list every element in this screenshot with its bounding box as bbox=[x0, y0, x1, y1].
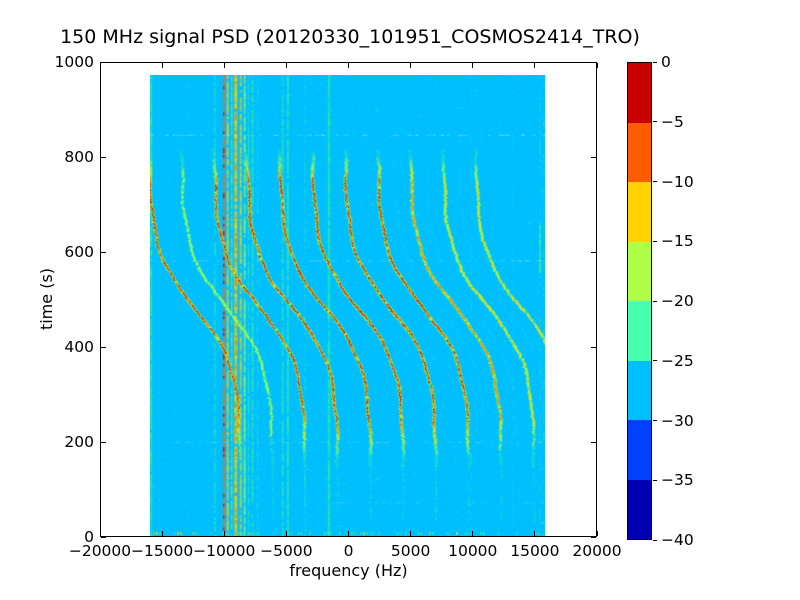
x-tick-label: 5000 bbox=[390, 542, 431, 560]
y-tick-mark-right bbox=[591, 441, 596, 443]
y-tick-mark-right bbox=[591, 536, 596, 538]
colorbar-tick-mark bbox=[653, 61, 657, 63]
colorbar-tick-mark bbox=[653, 360, 657, 362]
y-tick-mark-left bbox=[101, 441, 106, 443]
x-tick-mark-bottom bbox=[99, 531, 101, 536]
colorbar-segment bbox=[628, 122, 651, 182]
x-tick-mark-bottom bbox=[285, 531, 287, 536]
x-tick-label: −20000 bbox=[68, 542, 132, 560]
colorbar-segment bbox=[628, 479, 651, 539]
x-tick-mark-bottom bbox=[596, 531, 598, 536]
x-tick-label: 0 bbox=[343, 542, 354, 560]
x-tick-label: 20000 bbox=[572, 542, 622, 560]
colorbar-tick-label: −40 bbox=[661, 531, 694, 549]
figure-title: 150 MHz signal PSD (20120330_101951_COSM… bbox=[60, 26, 640, 48]
x-tick-mark-top bbox=[348, 63, 349, 68]
y-tick-label: 200 bbox=[64, 433, 94, 451]
colorbar-tick-mark bbox=[653, 181, 657, 182]
x-tick-label: −10000 bbox=[193, 542, 256, 560]
y-tick-label: 400 bbox=[64, 338, 94, 356]
y-tick-label: 1000 bbox=[54, 53, 94, 71]
y-tick-mark-left bbox=[101, 251, 106, 253]
x-tick-mark-top bbox=[596, 63, 598, 68]
colorbar bbox=[627, 62, 652, 540]
y-tick-mark-left bbox=[101, 346, 106, 348]
x-tick-mark-top bbox=[223, 63, 225, 68]
y-tick-label: 800 bbox=[64, 148, 94, 166]
x-tick-label: 10000 bbox=[448, 542, 498, 560]
y-tick-label: 0 bbox=[84, 528, 94, 546]
colorbar-segment bbox=[628, 241, 651, 301]
colorbar-tick-label: −30 bbox=[661, 411, 694, 430]
colorbar-segment bbox=[628, 63, 651, 123]
x-tick-mark-top bbox=[99, 63, 101, 68]
y-tick-mark-left bbox=[101, 156, 106, 158]
x-tick-label: 15000 bbox=[510, 542, 560, 560]
spectrogram-canvas bbox=[150, 75, 545, 536]
y-tick-mark-right bbox=[591, 156, 596, 158]
colorbar-tick-mark bbox=[653, 539, 657, 541]
colorbar-tick-label: 0 bbox=[661, 53, 671, 71]
y-tick-label: 600 bbox=[64, 243, 94, 261]
colorbar-tick-mark bbox=[653, 420, 657, 421]
colorbar-tick-mark bbox=[653, 479, 657, 481]
colorbar-tick-label: −20 bbox=[661, 292, 694, 310]
colorbar-segment bbox=[628, 420, 651, 480]
x-tick-label: −5000 bbox=[260, 542, 313, 560]
x-tick-mark-top bbox=[410, 63, 412, 68]
colorbar-tick-mark bbox=[653, 300, 657, 302]
colorbar-segment bbox=[628, 182, 651, 242]
colorbar-segment bbox=[628, 301, 651, 361]
x-tick-mark-top bbox=[161, 63, 163, 68]
y-tick-mark-right bbox=[591, 346, 596, 348]
colorbar-tick-mark bbox=[653, 240, 657, 242]
colorbar-tick-label: −10 bbox=[661, 172, 694, 191]
colorbar-tick-mark bbox=[653, 121, 657, 123]
y-tick-mark-right bbox=[591, 61, 596, 63]
colorbar-tick-label: −15 bbox=[661, 232, 694, 251]
colorbar-segment bbox=[628, 360, 651, 420]
colorbar-tick-label: −35 bbox=[661, 471, 694, 490]
x-tick-mark-top bbox=[472, 63, 474, 68]
x-tick-label: −15000 bbox=[130, 542, 194, 560]
y-tick-mark-left bbox=[101, 536, 106, 538]
x-tick-mark-bottom bbox=[472, 531, 474, 536]
colorbar-tick-label: −5 bbox=[661, 112, 684, 131]
x-tick-mark-top bbox=[285, 63, 287, 68]
x-tick-mark-bottom bbox=[161, 531, 163, 536]
x-axis-label: frequency (Hz) bbox=[289, 561, 408, 580]
y-tick-mark-left bbox=[101, 61, 106, 63]
x-tick-mark-bottom bbox=[410, 531, 412, 536]
x-tick-mark-bottom bbox=[534, 531, 536, 536]
x-tick-mark-top bbox=[534, 63, 536, 68]
y-tick-mark-right bbox=[591, 251, 596, 253]
x-tick-mark-bottom bbox=[223, 531, 225, 536]
x-tick-mark-bottom bbox=[348, 531, 349, 536]
colorbar-tick-label: −25 bbox=[661, 351, 694, 370]
